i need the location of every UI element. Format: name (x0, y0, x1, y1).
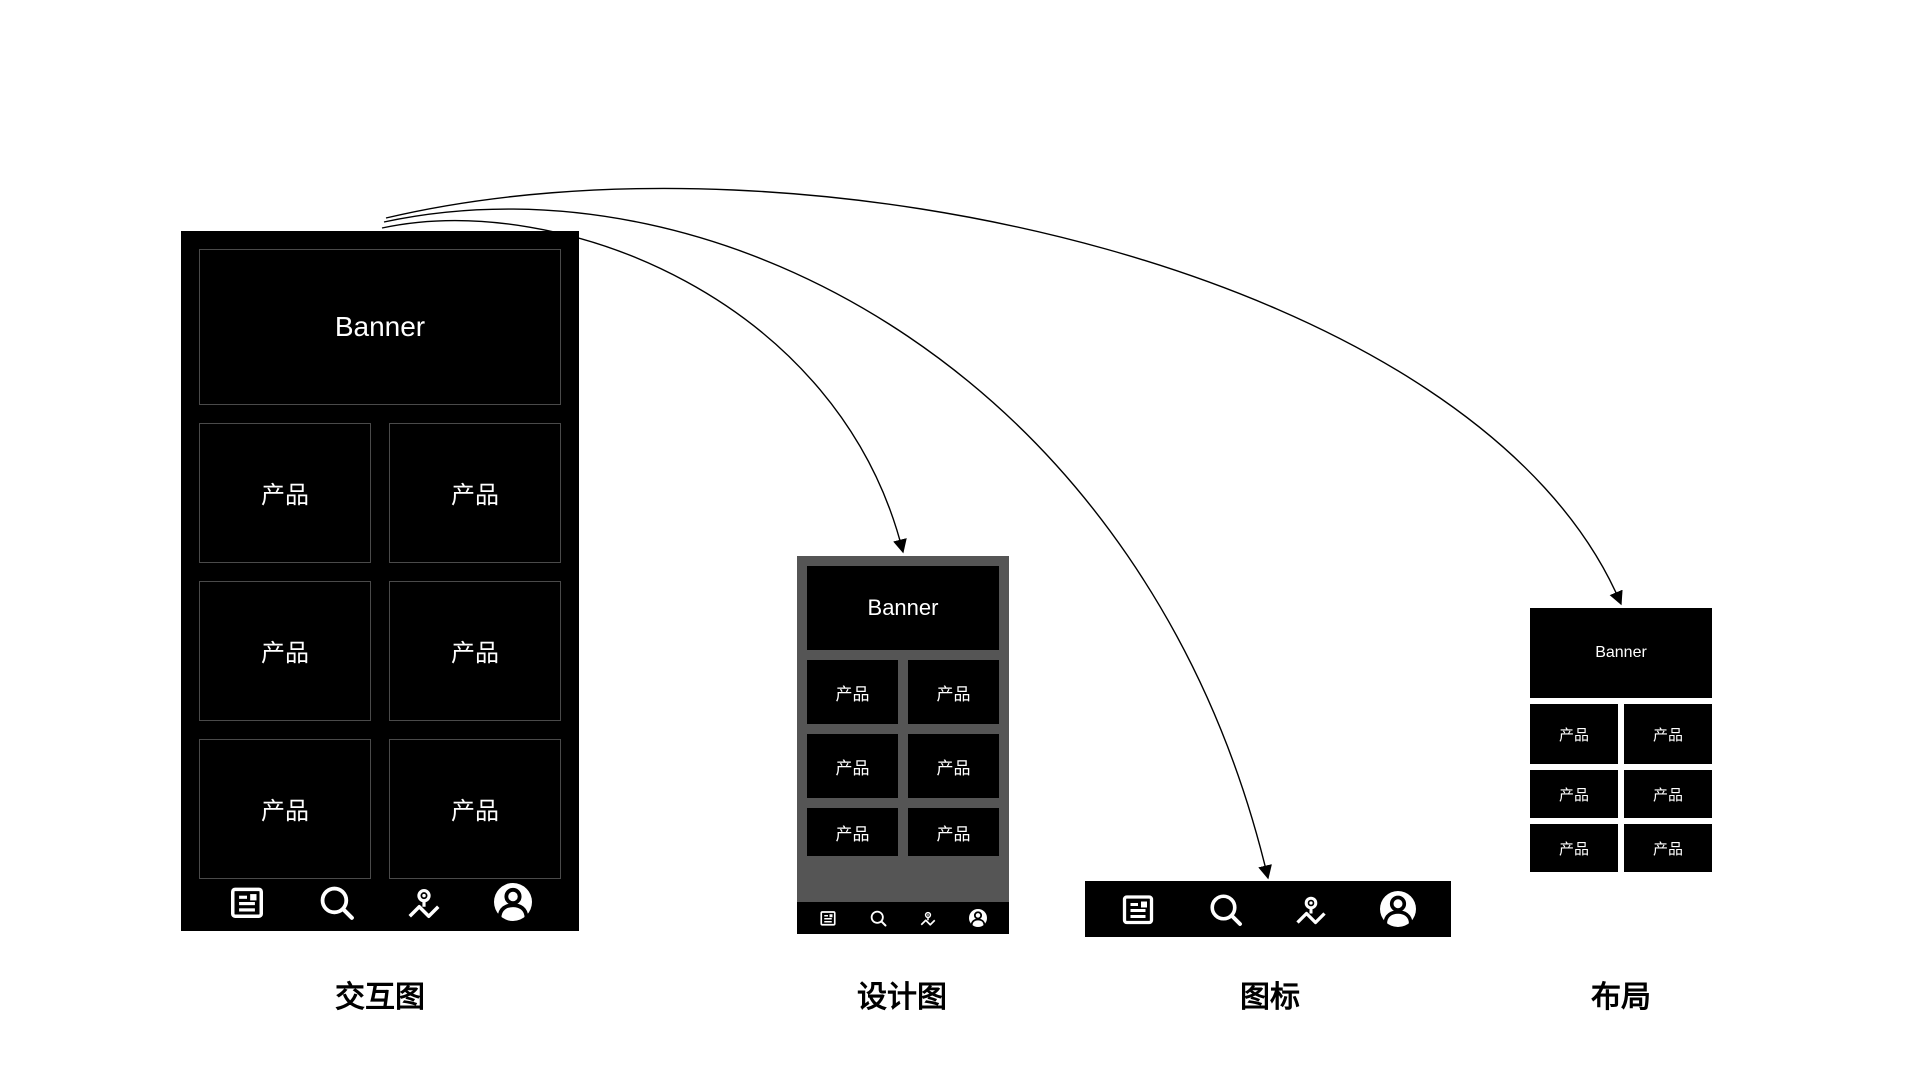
banner-box: Banner (807, 566, 999, 650)
tab-bar (797, 902, 1009, 934)
news-icon (1120, 891, 1156, 927)
user-icon (1380, 891, 1416, 927)
banner-box: Banner (1530, 608, 1712, 698)
product-cell: 产品 (389, 423, 561, 563)
label-design: 设计图 (832, 972, 972, 1016)
product-cell: 产品 (908, 734, 999, 798)
product-cell: 产品 (908, 660, 999, 724)
label-icons: 图标 (1225, 972, 1315, 1016)
product-cell: 产品 (199, 739, 371, 879)
product-cell: 产品 (1624, 824, 1712, 872)
product-cell: 产品 (1530, 704, 1618, 764)
product-cell: 产品 (199, 423, 371, 563)
product-cell: 产品 (807, 660, 898, 724)
search-icon (869, 909, 887, 927)
search-icon (317, 883, 355, 921)
tab-bar (199, 879, 561, 931)
panel-layout: Banner 产品 产品 产品 产品 产品 产品 (1530, 608, 1712, 872)
product-cell: 产品 (199, 581, 371, 721)
label-interaction: 交互图 (310, 972, 450, 1016)
news-icon (228, 883, 266, 921)
panel-icons (1085, 881, 1451, 937)
map-icon (919, 909, 937, 927)
product-cell: 产品 (1624, 770, 1712, 818)
product-grid: 产品 产品 产品 产品 产品 产品 (1530, 704, 1712, 872)
product-cell: 产品 (1530, 824, 1618, 872)
product-cell: 产品 (908, 808, 999, 856)
product-cell: 产品 (389, 581, 561, 721)
label-layout: 布局 (1576, 972, 1666, 1016)
product-grid: 产品 产品 产品 产品 产品 产品 (807, 660, 999, 856)
diagram-canvas: Banner 产品 产品 产品 产品 产品 产品 Banner 产品 产品 产品… (0, 0, 1920, 1080)
panel-interaction-wireframe: Banner 产品 产品 产品 产品 产品 产品 (181, 231, 579, 931)
product-cell: 产品 (1530, 770, 1618, 818)
user-icon (494, 883, 532, 921)
product-grid: 产品 产品 产品 产品 产品 产品 (199, 423, 561, 879)
search-icon (1207, 891, 1243, 927)
news-icon (819, 909, 837, 927)
map-icon (1293, 891, 1329, 927)
product-cell: 产品 (807, 808, 898, 856)
map-icon (405, 883, 443, 921)
product-cell: 产品 (389, 739, 561, 879)
panel-design-mock: Banner 产品 产品 产品 产品 产品 产品 (797, 556, 1009, 934)
banner-box: Banner (199, 249, 561, 405)
product-cell: 产品 (807, 734, 898, 798)
user-icon (969, 909, 987, 927)
product-cell: 产品 (1624, 704, 1712, 764)
